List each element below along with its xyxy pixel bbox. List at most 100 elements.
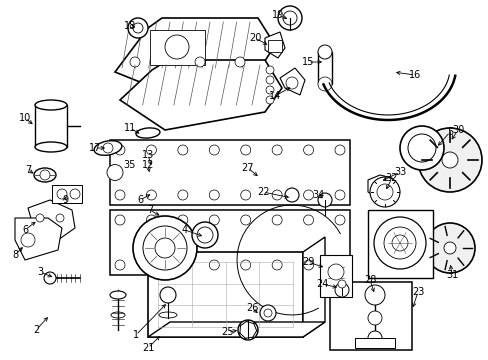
Circle shape bbox=[364, 285, 384, 305]
Bar bbox=[329, 282, 411, 350]
Polygon shape bbox=[28, 200, 75, 240]
Circle shape bbox=[197, 227, 213, 243]
Text: 14: 14 bbox=[268, 91, 281, 101]
Circle shape bbox=[128, 18, 148, 38]
Circle shape bbox=[391, 235, 407, 251]
Bar bbox=[354, 338, 394, 348]
Circle shape bbox=[285, 188, 298, 202]
Circle shape bbox=[317, 193, 331, 207]
Text: 35: 35 bbox=[123, 160, 136, 170]
Circle shape bbox=[283, 11, 296, 25]
Circle shape bbox=[36, 214, 44, 222]
Circle shape bbox=[303, 190, 313, 200]
Ellipse shape bbox=[35, 142, 67, 152]
Bar bbox=[35, 105, 67, 147]
Circle shape bbox=[334, 190, 345, 200]
Text: 32: 32 bbox=[385, 173, 397, 183]
Circle shape bbox=[238, 320, 258, 340]
Text: 10: 10 bbox=[19, 113, 31, 123]
Text: 13: 13 bbox=[142, 150, 154, 160]
Circle shape bbox=[115, 145, 125, 155]
Circle shape bbox=[142, 226, 186, 270]
Circle shape bbox=[40, 170, 50, 180]
Text: 21: 21 bbox=[142, 343, 154, 353]
Circle shape bbox=[240, 145, 250, 155]
Text: 25: 25 bbox=[221, 327, 234, 337]
Circle shape bbox=[107, 165, 123, 180]
Circle shape bbox=[178, 260, 187, 270]
Bar bbox=[317, 52, 331, 84]
Circle shape bbox=[272, 215, 282, 225]
Ellipse shape bbox=[110, 291, 126, 299]
Ellipse shape bbox=[35, 100, 67, 110]
Ellipse shape bbox=[34, 168, 56, 182]
Circle shape bbox=[164, 35, 189, 59]
Bar bbox=[319, 255, 351, 297]
Bar bbox=[148, 252, 303, 337]
Circle shape bbox=[240, 260, 250, 270]
Text: 29: 29 bbox=[301, 257, 314, 267]
Circle shape bbox=[327, 264, 343, 280]
Circle shape bbox=[441, 152, 457, 168]
Polygon shape bbox=[367, 175, 394, 200]
Polygon shape bbox=[15, 218, 62, 260]
Circle shape bbox=[407, 134, 435, 162]
Text: 1: 1 bbox=[133, 330, 139, 340]
Text: 15: 15 bbox=[301, 57, 314, 67]
Circle shape bbox=[272, 190, 282, 200]
Circle shape bbox=[264, 309, 271, 317]
Circle shape bbox=[130, 57, 140, 67]
Circle shape bbox=[146, 260, 156, 270]
Circle shape bbox=[334, 260, 345, 270]
Circle shape bbox=[272, 145, 282, 155]
Circle shape bbox=[133, 23, 142, 33]
Circle shape bbox=[115, 190, 125, 200]
Text: 11: 11 bbox=[123, 123, 136, 133]
Circle shape bbox=[383, 227, 415, 259]
Circle shape bbox=[265, 86, 273, 94]
Circle shape bbox=[209, 260, 219, 270]
Circle shape bbox=[44, 272, 56, 284]
Circle shape bbox=[417, 128, 481, 192]
Circle shape bbox=[334, 215, 345, 225]
Polygon shape bbox=[120, 60, 282, 130]
Text: 6: 6 bbox=[22, 225, 28, 235]
Circle shape bbox=[192, 222, 218, 248]
Polygon shape bbox=[148, 322, 325, 337]
Circle shape bbox=[155, 238, 175, 258]
Polygon shape bbox=[264, 32, 285, 58]
Circle shape bbox=[240, 190, 250, 200]
Circle shape bbox=[399, 126, 443, 170]
Circle shape bbox=[209, 190, 219, 200]
Polygon shape bbox=[303, 237, 325, 337]
Text: 23: 23 bbox=[411, 287, 423, 297]
Ellipse shape bbox=[159, 312, 177, 318]
Circle shape bbox=[265, 96, 273, 104]
Text: 5: 5 bbox=[446, 127, 452, 137]
Text: 31: 31 bbox=[445, 270, 457, 280]
Text: 30: 30 bbox=[451, 125, 463, 135]
Circle shape bbox=[303, 260, 313, 270]
Circle shape bbox=[146, 145, 156, 155]
Text: 4: 4 bbox=[182, 225, 188, 235]
Circle shape bbox=[443, 242, 455, 254]
Circle shape bbox=[115, 260, 125, 270]
Circle shape bbox=[367, 331, 381, 345]
Circle shape bbox=[334, 145, 345, 155]
Circle shape bbox=[235, 57, 244, 67]
Circle shape bbox=[337, 280, 346, 288]
Bar bbox=[110, 140, 349, 205]
Text: 19: 19 bbox=[271, 10, 284, 20]
Circle shape bbox=[178, 215, 187, 225]
Ellipse shape bbox=[111, 312, 125, 318]
Circle shape bbox=[57, 189, 67, 199]
Text: 8: 8 bbox=[12, 250, 18, 260]
Circle shape bbox=[21, 233, 35, 247]
Circle shape bbox=[56, 214, 64, 222]
Text: 2: 2 bbox=[33, 325, 39, 335]
Circle shape bbox=[373, 217, 425, 269]
Text: 27: 27 bbox=[241, 163, 254, 173]
Circle shape bbox=[367, 311, 381, 325]
Circle shape bbox=[317, 45, 331, 59]
Circle shape bbox=[285, 77, 297, 89]
